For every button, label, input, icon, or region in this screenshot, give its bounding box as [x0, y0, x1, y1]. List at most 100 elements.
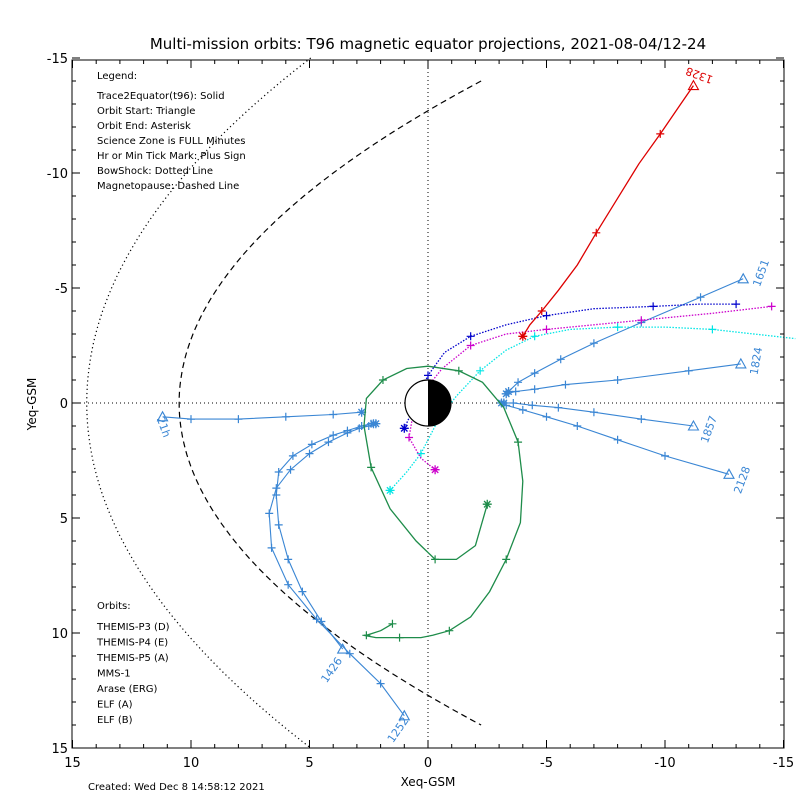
x-tick-label: -5	[540, 756, 553, 771]
elf-b-tick-mark	[592, 228, 601, 237]
series-tick-mark	[649, 302, 658, 311]
elf-a-tick-mark	[286, 465, 295, 474]
y-tick-label: 5	[60, 512, 68, 527]
elf-a-tick-mark	[272, 491, 281, 499]
elf-a-end-asterisk	[496, 398, 506, 408]
series-tick-mark	[416, 449, 425, 458]
elf-a-end-asterisk	[371, 419, 381, 429]
legend-entry: Orbit Start: Triangle	[97, 106, 195, 117]
elf-a-start-triangle	[737, 272, 750, 284]
elf-a-tick-mark	[288, 451, 297, 460]
elf-a-tick-mark	[265, 509, 274, 518]
elf-a-start-triangle	[687, 419, 700, 431]
orbit-key-entry: THEMIS-P3 (D)	[96, 622, 170, 633]
boundaries	[86, 57, 482, 749]
legend-title: Legend:	[97, 71, 137, 82]
elf-b-start-triangle	[687, 79, 700, 91]
elf-a-tick-mark	[528, 401, 537, 410]
elf-a-tick-mark	[684, 366, 693, 375]
elf-a-tick-mark	[530, 385, 539, 394]
legend-entry: BowShock: Dotted Line	[97, 166, 213, 177]
elf-a-tick-mark	[272, 484, 281, 493]
arase-tick-mark	[395, 633, 404, 642]
created-timestamp: Created: Wed Dec 8 14:58:12 2021	[88, 782, 265, 793]
elf-a-tick-mark	[305, 449, 314, 458]
x-tick-label: 0	[424, 756, 432, 771]
elf-a-pass-2128	[496, 398, 735, 479]
x-axis-label: Xeq-GSM	[401, 775, 456, 789]
series-track	[389, 326, 796, 491]
elf-a-start-triangle	[156, 410, 169, 422]
x-tick-label: -15	[773, 756, 794, 771]
elf-a-tick-mark	[274, 468, 283, 476]
series-tick-mark	[708, 325, 717, 334]
orbit-key-entry: ELF (B)	[97, 715, 133, 726]
elf-a-tick-mark	[298, 587, 307, 596]
series-tick-mark	[542, 325, 551, 334]
series-arase-erg-	[362, 365, 524, 642]
magnetopause-curve	[178, 80, 482, 726]
arase-tick-mark	[445, 626, 454, 635]
legend-entry: Trace2Equator(t96): Solid	[96, 91, 225, 102]
elf-a-tick-mark	[376, 679, 385, 688]
elf-a-tick-mark	[364, 422, 373, 430]
arase-tick-mark	[514, 438, 523, 447]
elf-a-tick-mark	[661, 451, 669, 460]
elf-a-tick-mark	[589, 339, 598, 348]
elf-a-tick-mark	[514, 378, 523, 387]
elf-a-end-asterisk	[357, 407, 367, 417]
orbit-key-entry: ELF (A)	[97, 700, 133, 711]
series-themis-p5-a-	[405, 302, 776, 475]
series-tick-mark	[466, 341, 475, 350]
elf-a-tick-mark	[511, 387, 520, 396]
y-tick-label: 15	[51, 742, 68, 757]
elf-a-tick-mark	[274, 520, 283, 529]
elf-a-tick-mark	[187, 415, 195, 424]
orbit-key-entry: Arase (ERG)	[97, 684, 158, 695]
arase-tick-mark	[502, 555, 511, 564]
y-tick-label: 0	[60, 397, 68, 412]
series-tick-mark	[530, 332, 539, 341]
elf-a-tick-mark	[345, 649, 354, 658]
y-tick-label: -15	[47, 52, 68, 67]
elf-a-tick-mark	[343, 428, 352, 437]
axis-ticks: 15 10 5 0 -5 -10 -15 -15 -10 -5 0 5 10 15	[47, 52, 794, 771]
series-start-asterisk	[399, 423, 409, 433]
elf-a-tick-mark	[613, 435, 622, 444]
elf-a-tick-mark	[573, 422, 582, 430]
y-tick-label: -10	[47, 167, 68, 182]
elf-a-tick-mark	[696, 293, 705, 302]
elf-a-tick-mark	[267, 543, 276, 552]
arase-tick-mark	[362, 631, 371, 640]
elf-a-tick-mark	[530, 369, 539, 378]
series-tick-mark	[466, 332, 475, 341]
elf-a-tick-mark	[324, 438, 333, 447]
arase-tick-mark	[367, 463, 376, 472]
elf-a-tick-mark	[613, 376, 622, 384]
series-tick-mark	[767, 302, 776, 311]
legend-block: Legend: Trace2Equator(t96): Solid Orbit S…	[96, 71, 246, 192]
arase-tick-mark	[378, 376, 387, 384]
orbits-key: Orbits: THEMIS-P3 (D) THEMIS-P4 (E) THEMIS…	[96, 601, 170, 726]
earth-night-side	[428, 380, 451, 426]
orbit-key-entry: THEMIS-P5 (A)	[96, 653, 169, 664]
elf-a-tick-mark	[284, 555, 293, 564]
series-tick-mark	[424, 371, 432, 380]
arase-end-asterisk	[482, 499, 492, 509]
elf-a-track	[508, 278, 744, 392]
legend-entry: Magnetopause: Dashed Line	[97, 181, 239, 192]
elf-a-tick-mark	[509, 399, 518, 407]
elf-a-start-triangle	[398, 709, 411, 721]
elf-a-tick-mark	[329, 410, 338, 419]
series-tick-mark	[613, 323, 622, 332]
elf-a-tick-mark	[589, 408, 598, 417]
elf-a-track	[162, 411, 362, 420]
elf-a-tick-mark	[637, 415, 646, 424]
orbit-key-entry: MMS-1	[97, 669, 131, 680]
chart-title: Multi-mission orbits: T96 magnetic equat…	[150, 35, 706, 53]
y-axis-label: Yeq-GSM	[25, 378, 39, 432]
series-tick-mark	[732, 300, 741, 309]
elf-a-tick-mark	[234, 415, 243, 424]
